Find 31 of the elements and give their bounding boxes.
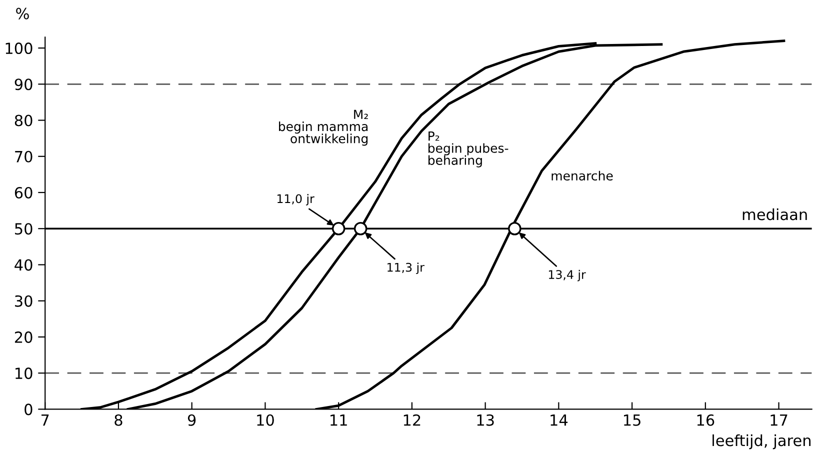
x-tick-label: 13 <box>477 414 494 426</box>
x-tick-label: 16 <box>697 414 714 426</box>
annotation: 11,3 jr <box>388 262 424 274</box>
ref-line-label: mediaan <box>742 208 807 220</box>
y-tick-label: 40 <box>14 259 32 271</box>
annotation: 13,4 jr <box>548 270 586 282</box>
y-tick-label: 50 <box>15 223 32 235</box>
text: M₂ begin mamma ontwikkeling <box>279 110 368 146</box>
x-tick-label: 10 <box>257 414 274 426</box>
y-tick-label: 80 <box>14 114 32 126</box>
y-tick-label: 0 <box>24 404 32 416</box>
y-tick-label: 90 <box>14 78 32 90</box>
x-tick-label: 15 <box>624 414 640 426</box>
x-tick-label: 9 <box>188 414 196 426</box>
x-tick-label: 12 <box>404 414 420 426</box>
y-tick-label: 70 <box>15 150 32 162</box>
x-tick-label: 8 <box>114 414 122 426</box>
y-tick-label: 10 <box>16 368 32 380</box>
series-label: menarche <box>552 170 613 181</box>
annotation: 11,0 jr <box>278 194 314 206</box>
x-tick-label: 7 <box>41 414 49 426</box>
y-tick-label: 20 <box>14 331 32 343</box>
y-tick-label: 100 <box>6 42 32 54</box>
series-label: P₂ begin pubes- beharing <box>428 131 508 168</box>
x-tick-label: 11 <box>330 414 347 426</box>
x-tick-label: 14 <box>550 414 568 426</box>
x-axis-title: leeftijd, jaren <box>712 434 811 450</box>
y-tick-label: 30 <box>15 295 32 307</box>
y-tick-label: 60 <box>14 186 32 199</box>
y-axis-title: % <box>16 8 29 20</box>
x-tick-label: 17 <box>770 414 788 426</box>
